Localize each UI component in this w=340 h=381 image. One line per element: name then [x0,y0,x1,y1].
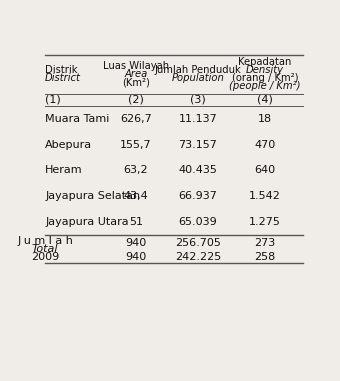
Text: 43,4: 43,4 [124,191,149,201]
Text: Total: Total [32,244,58,254]
Text: 640: 640 [255,165,276,175]
Text: Luas Wilayah: Luas Wilayah [103,61,169,71]
Text: (4): (4) [257,95,273,105]
Text: 1.542: 1.542 [249,191,281,201]
Text: 626,7: 626,7 [120,114,152,124]
Text: 2009: 2009 [31,252,59,262]
Text: Abepura: Abepura [45,139,92,150]
Text: 66.937: 66.937 [178,191,217,201]
Text: 63,2: 63,2 [124,165,148,175]
Text: Heram: Heram [45,165,83,175]
Text: (1): (1) [45,95,61,105]
Text: Jayapura Utara: Jayapura Utara [45,217,129,227]
Text: 155,7: 155,7 [120,139,152,150]
Text: Distrik: Distrik [45,66,78,75]
Text: 256.705: 256.705 [175,238,221,248]
Text: (Km²): (Km²) [122,77,150,87]
Text: Area: Area [124,69,148,79]
Text: 470: 470 [255,139,276,150]
Text: (3): (3) [190,95,206,105]
Text: (orang / Km²): (orang / Km²) [232,73,299,83]
Text: 940: 940 [125,238,147,248]
Text: 18: 18 [258,114,272,124]
Text: 1.275: 1.275 [249,217,281,227]
Text: 65.039: 65.039 [178,217,217,227]
Text: 11.137: 11.137 [178,114,217,124]
Text: 40.435: 40.435 [178,165,217,175]
Text: Population: Population [171,73,224,83]
Text: 242.225: 242.225 [175,252,221,262]
Text: Density: Density [246,66,284,75]
Text: Kepadatan: Kepadatan [238,58,292,67]
Text: Muara Tami: Muara Tami [45,114,109,124]
Text: 940: 940 [125,252,147,262]
Text: District: District [45,73,81,83]
Text: (2): (2) [128,95,144,105]
Text: Jumlah Penduduk: Jumlah Penduduk [155,66,241,75]
Text: Jayapura Selatan: Jayapura Selatan [45,191,140,201]
Text: 51: 51 [129,217,143,227]
Text: 273: 273 [255,238,276,248]
Text: 258: 258 [255,252,276,262]
Text: (people / Km²): (people / Km²) [230,81,301,91]
Text: J u m l a h: J u m l a h [17,236,73,246]
Text: 73.157: 73.157 [178,139,217,150]
